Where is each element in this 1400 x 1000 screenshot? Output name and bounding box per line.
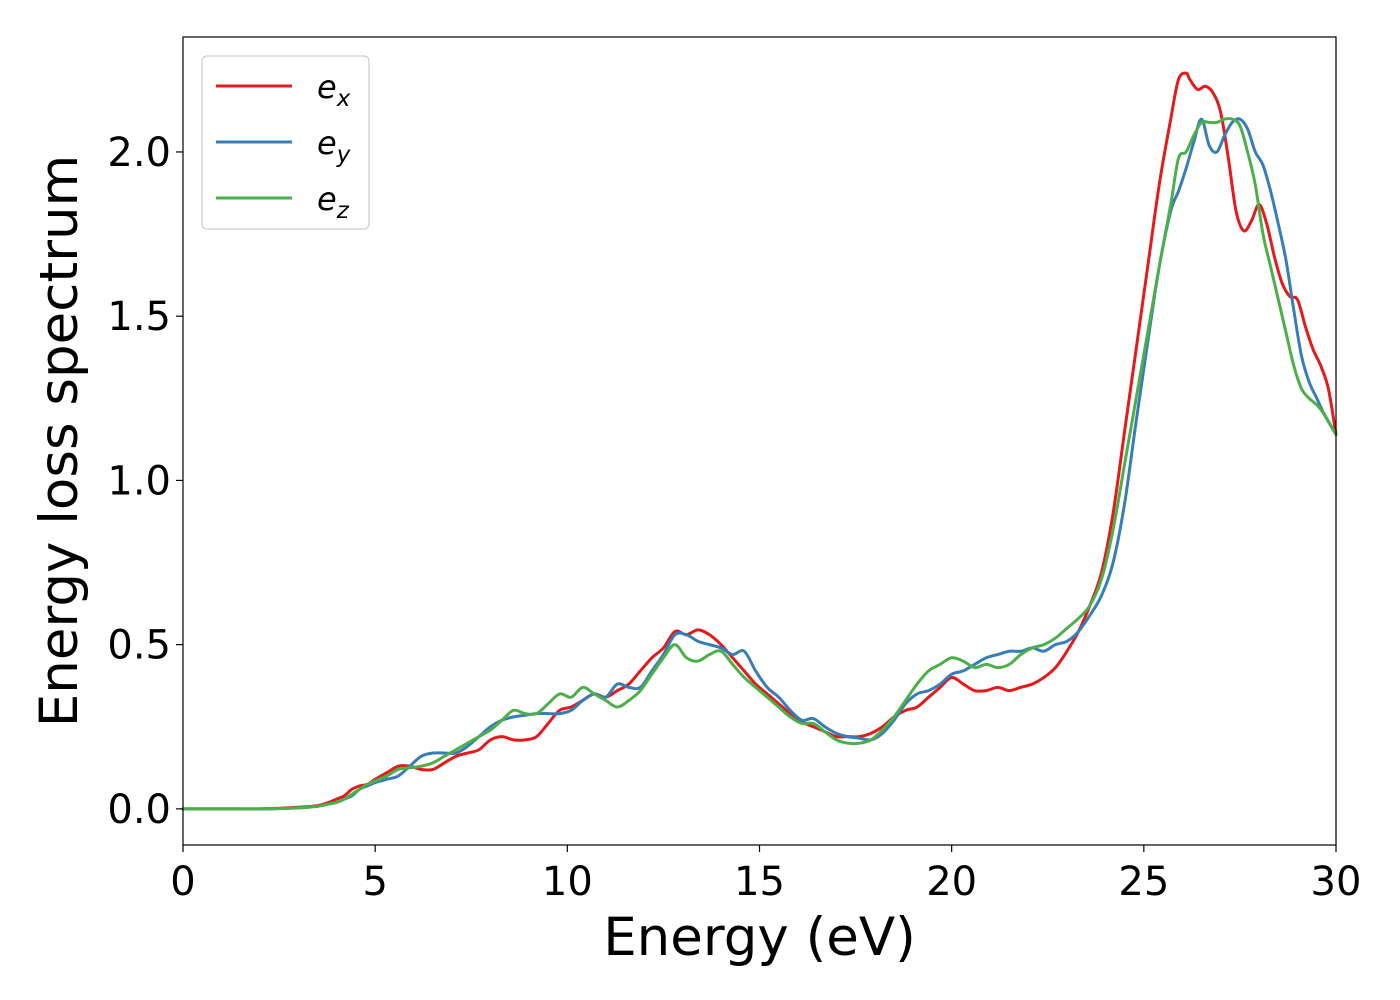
x-tick-label: 15 [734, 859, 785, 905]
x-tick-label: 10 [542, 859, 593, 905]
x-tick-label: 30 [1311, 859, 1362, 905]
series-line-e-y [181, 117, 1338, 811]
series-line-e-x [181, 71, 1338, 811]
y-tick-label: 2.0 [107, 130, 171, 176]
x-tick-label: 25 [1118, 859, 1169, 905]
legend: ex ey ez [201, 55, 370, 230]
y-axis-title: Energy loss spectrum [29, 155, 90, 727]
y-tick-label: 1.5 [107, 294, 171, 340]
x-axis: 0 5 10 15 20 25 30 [170, 845, 1361, 905]
series-line-e-z [181, 116, 1338, 811]
legend-label-y: ey [317, 124, 351, 168]
x-axis-title: Energy (eV) [603, 907, 916, 968]
y-axis: 0.0 0.5 1.0 1.5 2.0 [107, 130, 183, 833]
series-layer [181, 71, 1338, 811]
x-tick-label: 0 [170, 859, 195, 905]
y-tick-label: 1.0 [107, 458, 171, 504]
legend-label-x: ex [317, 68, 351, 112]
legend-label-z: ez [317, 180, 350, 224]
y-tick-label: 0.0 [107, 787, 171, 833]
y-tick-label: 0.5 [107, 623, 171, 669]
x-tick-label: 5 [362, 859, 387, 905]
x-tick-label: 20 [926, 859, 977, 905]
